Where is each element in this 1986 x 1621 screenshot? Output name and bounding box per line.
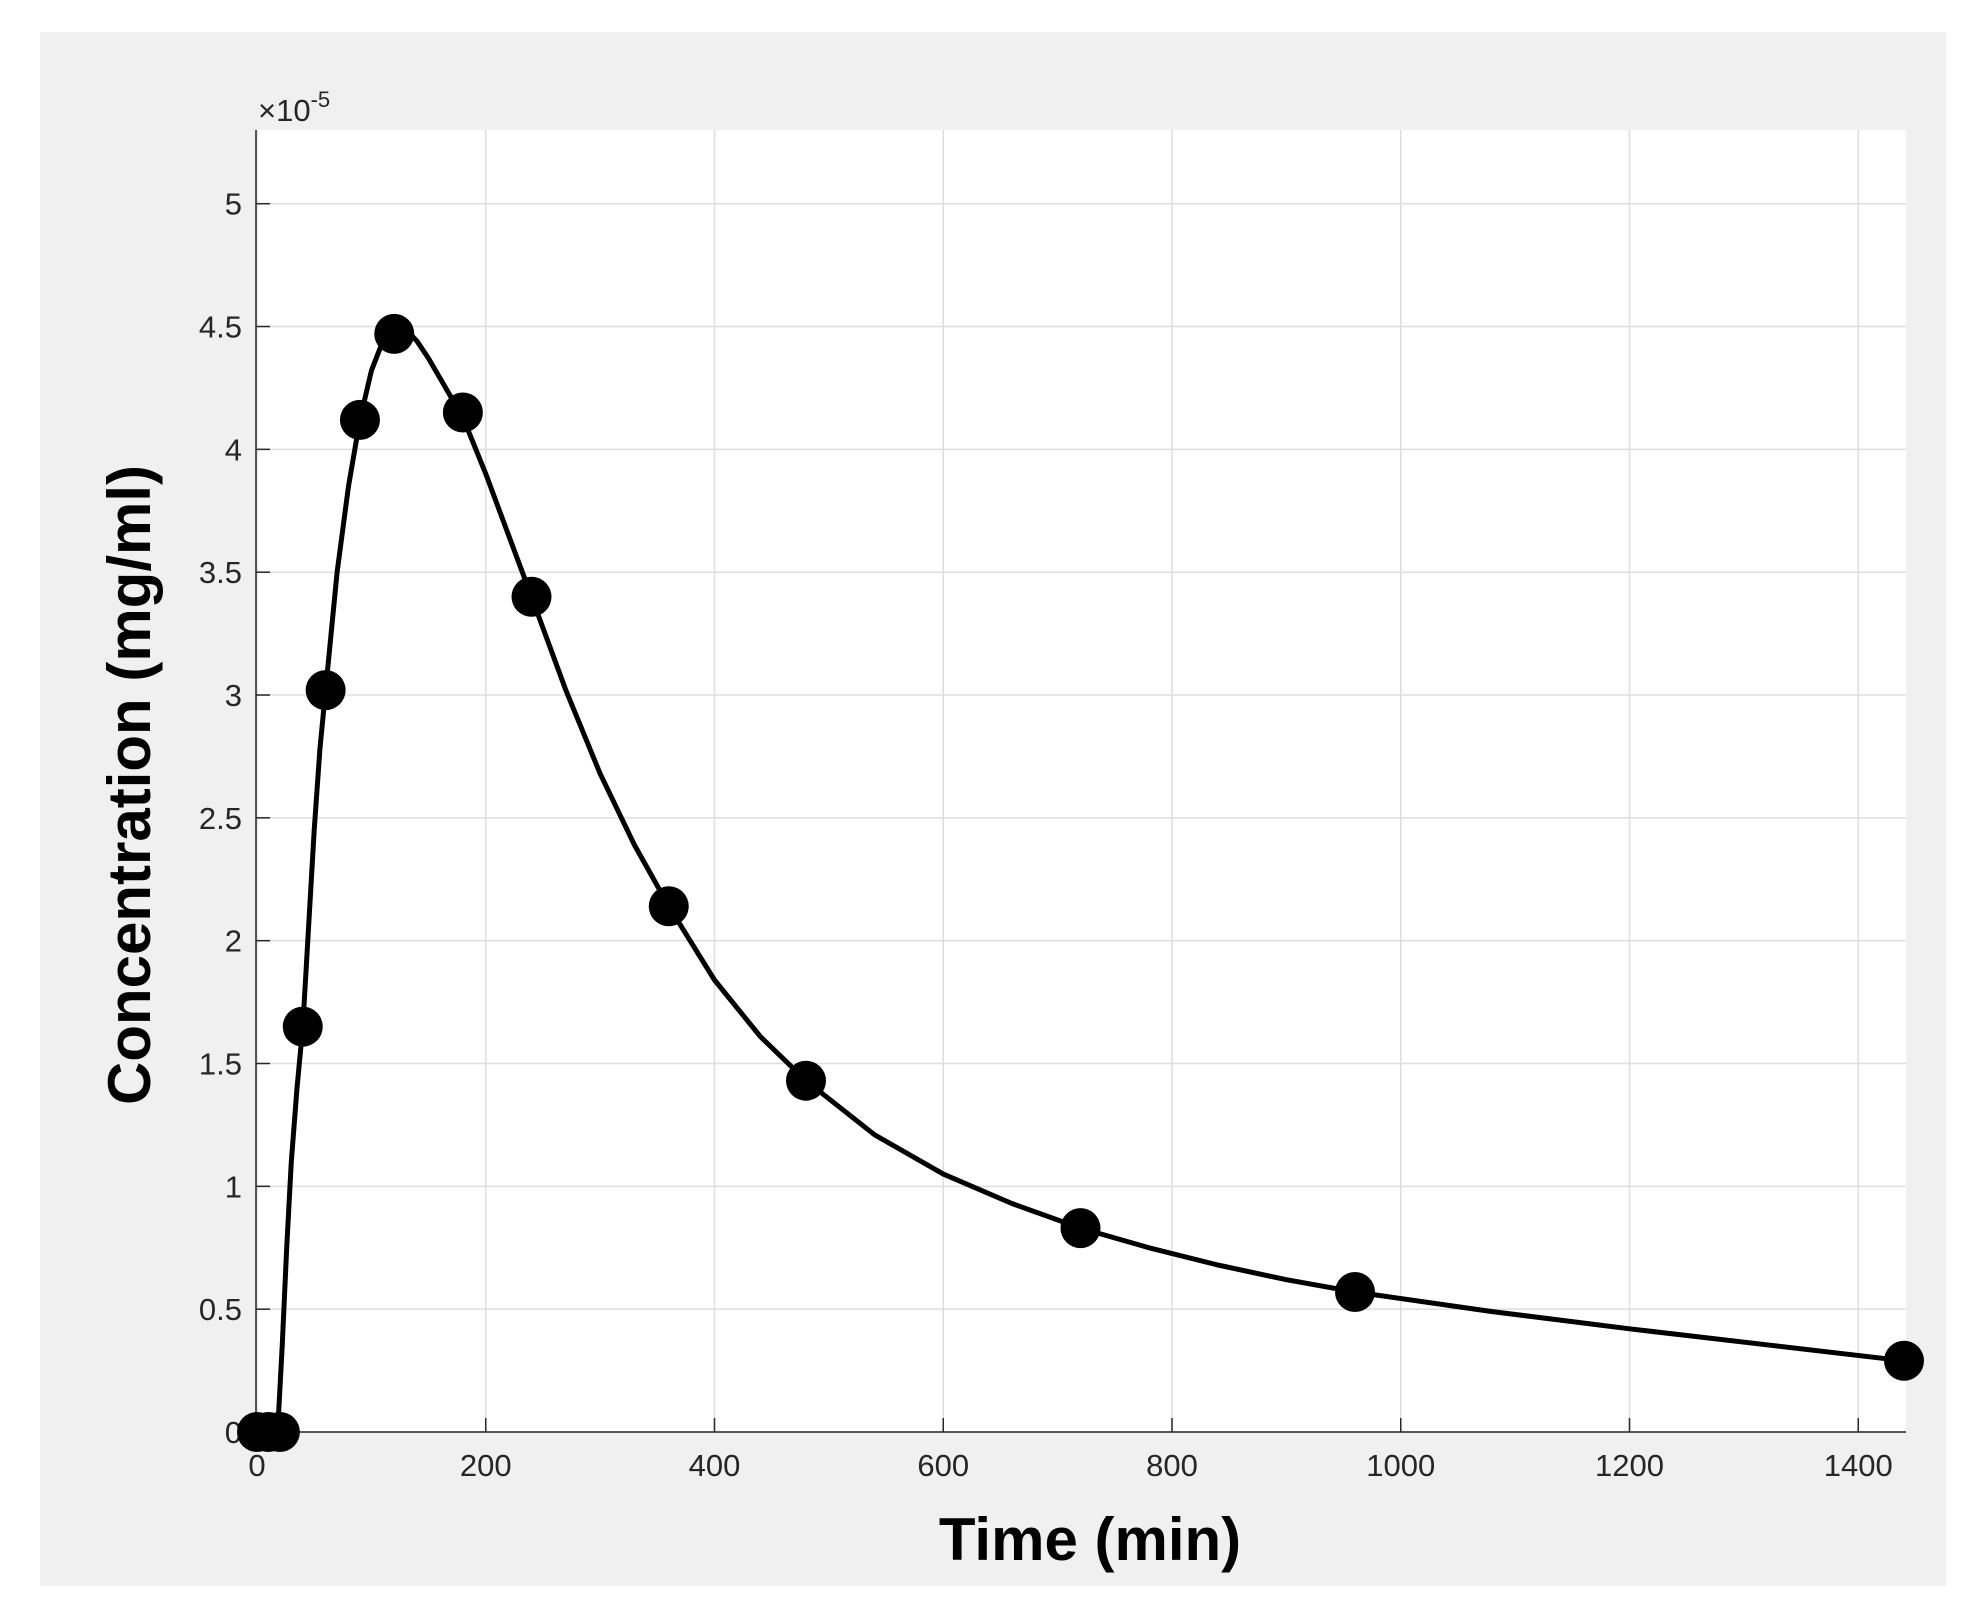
axes — [255, 130, 1906, 1433]
data-point-marker — [259, 1412, 300, 1452]
x-tick-label: 1400 — [1824, 1448, 1893, 1483]
data-point-marker — [1060, 1208, 1101, 1249]
data-point-marker — [339, 399, 380, 440]
y-tick-label: 1 — [225, 1169, 242, 1204]
x-axis-title: Time (min) — [939, 1506, 1241, 1573]
y-tick-label: 2 — [225, 924, 242, 959]
data-point-marker — [648, 886, 689, 927]
y-tick-label: 3 — [225, 678, 242, 713]
grid-lines — [256, 130, 1906, 1433]
x-tick-label: 0 — [248, 1448, 265, 1483]
y-axis-ticks: 0 0.5 1 1.5 2 2.5 3 3.5 4 4.5 5 — [199, 187, 270, 1450]
y-tick-label: 0.5 — [199, 1292, 242, 1327]
x-tick-label: 1200 — [1595, 1448, 1664, 1483]
y-tick-label: 2.5 — [199, 801, 242, 836]
x-axis-ticks: 0 200 400 600 800 1000 1200 1400 — [248, 1418, 1893, 1483]
data-point-marker — [282, 1006, 323, 1047]
data-point-marker — [374, 313, 415, 354]
y-multiplier-label: ×10-5 — [258, 87, 330, 128]
data-point-marker — [1884, 1340, 1924, 1381]
y-tick-label: 0 — [225, 1415, 242, 1450]
y-tick-label: 5 — [225, 187, 242, 222]
y-tick-label: 3.5 — [199, 555, 242, 590]
data-point-marker — [442, 392, 483, 433]
x-tick-label: 800 — [1146, 1448, 1198, 1483]
y-tick-label: 1.5 — [199, 1047, 242, 1082]
x-tick-label: 600 — [917, 1448, 969, 1483]
data-point-marker — [786, 1060, 826, 1101]
x-tick-label: 200 — [460, 1448, 512, 1483]
y-tick-label: 4.5 — [199, 310, 242, 345]
data-markers — [237, 313, 1924, 1452]
y-tick-label: 4 — [225, 432, 242, 467]
x-tick-label: 400 — [689, 1448, 741, 1483]
y-axis-title: Concentration (mg/ml) — [96, 465, 163, 1105]
data-point-marker — [1335, 1271, 1375, 1312]
x-tick-label: 1000 — [1366, 1448, 1435, 1483]
data-point-marker — [511, 576, 552, 617]
data-point-marker — [305, 670, 346, 711]
